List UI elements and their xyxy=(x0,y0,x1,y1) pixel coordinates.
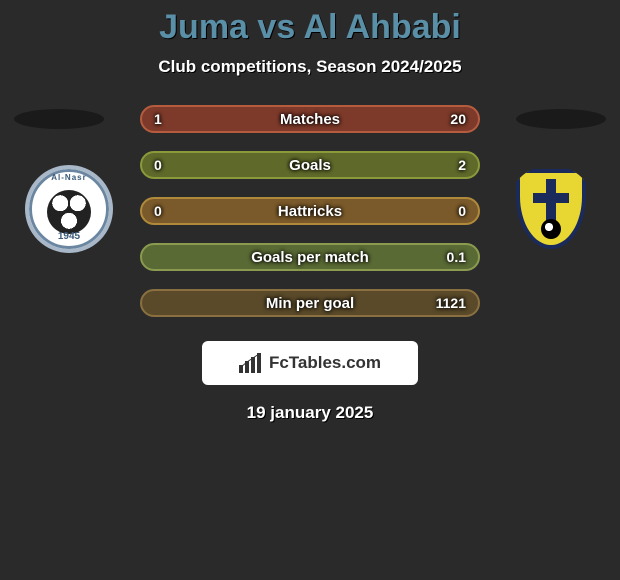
subtitle: Club competitions, Season 2024/2025 xyxy=(0,57,620,77)
stat-row-goals-per-match: Goals per match 0.1 xyxy=(140,243,480,271)
stat-right-value: 1121 xyxy=(436,295,466,311)
stat-left-value: 0 xyxy=(154,203,162,219)
stat-row-hattricks: 0 Hattricks 0 xyxy=(140,197,480,225)
stat-label: Goals xyxy=(289,157,331,174)
club-badge-right-shield xyxy=(516,169,586,249)
stat-right-value: 0 xyxy=(458,203,466,219)
stat-label: Min per goal xyxy=(266,295,354,312)
watermark-text: FcTables.com xyxy=(269,353,381,373)
date-label: 19 january 2025 xyxy=(0,403,620,423)
shield-cross-horizontal xyxy=(533,193,569,203)
stat-left-value: 0 xyxy=(154,157,162,173)
title-vs: vs xyxy=(257,8,295,46)
club-left-name: Al-Nasr xyxy=(51,174,86,183)
stats-bars: 1 Matches 20 0 Goals 2 0 Hattricks 0 Goa… xyxy=(140,105,480,317)
title-left: Juma xyxy=(159,8,248,46)
stat-right-value: 0.1 xyxy=(447,249,466,265)
stat-right-value: 2 xyxy=(458,157,466,173)
stat-label: Hattricks xyxy=(278,203,342,220)
stat-row-matches: 1 Matches 20 xyxy=(140,105,480,133)
club-badge-right xyxy=(507,165,595,253)
title-right: Al Ahbabi xyxy=(303,8,460,46)
stat-row-goals: 0 Goals 2 xyxy=(140,151,480,179)
page-title: Juma vs Al Ahbabi xyxy=(0,0,620,47)
stat-right-value: 20 xyxy=(450,111,466,127)
shield-ball-icon xyxy=(541,219,561,239)
mascot-shadow-left xyxy=(14,109,104,129)
club-left-year: 1945 xyxy=(58,231,80,242)
stat-left-value: 1 xyxy=(154,111,162,127)
watermark: FcTables.com xyxy=(202,341,418,385)
stat-row-min-per-goal: Min per goal 1121 xyxy=(140,289,480,317)
comparison-stage: Al-Nasr 1945 1 Matches 20 0 Goals 2 0 Ha… xyxy=(0,105,620,317)
soccer-ball-icon xyxy=(47,190,91,234)
bar-chart-icon xyxy=(239,353,263,373)
stat-label: Matches xyxy=(280,111,340,128)
club-badge-left: Al-Nasr 1945 xyxy=(25,165,113,253)
club-badge-left-ring: Al-Nasr 1945 xyxy=(29,169,109,249)
stat-label: Goals per match xyxy=(251,249,369,266)
mascot-shadow-right xyxy=(516,109,606,129)
